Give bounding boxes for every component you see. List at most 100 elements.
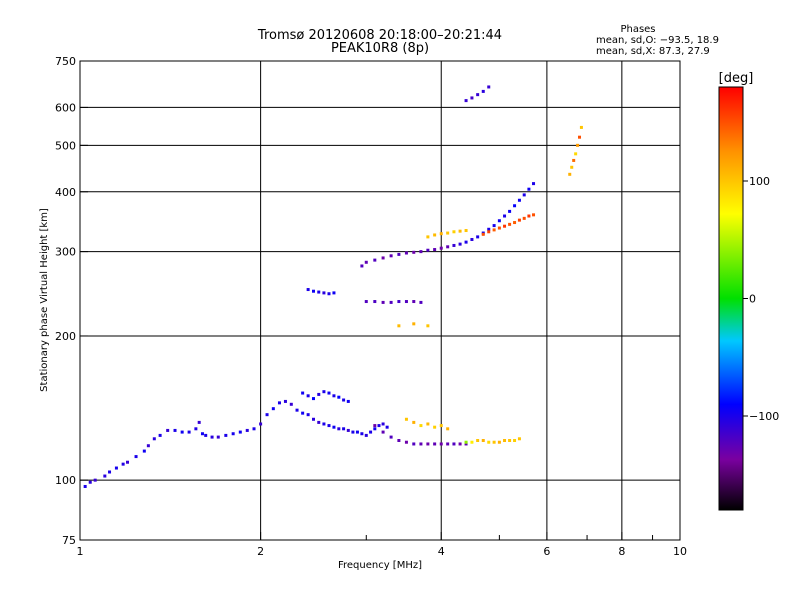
data-point <box>245 428 249 432</box>
data-point <box>126 460 130 464</box>
data-point <box>265 413 269 417</box>
data-point <box>332 291 336 295</box>
data-point <box>419 250 423 254</box>
y-tick-label: 750 <box>55 55 76 68</box>
x-tick-label: 10 <box>673 545 687 558</box>
data-point <box>572 158 576 162</box>
data-point <box>252 427 256 431</box>
data-point <box>470 96 474 100</box>
data-point <box>497 219 501 223</box>
data-point <box>464 442 468 446</box>
data-point <box>568 172 572 176</box>
data-point <box>470 237 474 241</box>
data-point <box>458 229 462 233</box>
data-point <box>224 433 228 437</box>
data-point <box>412 250 416 254</box>
data-point <box>532 182 536 186</box>
data-point <box>576 143 580 147</box>
data-point <box>419 300 423 304</box>
data-point <box>389 435 393 439</box>
data-point <box>342 398 346 402</box>
data-point <box>166 428 170 432</box>
data-point <box>364 300 368 304</box>
data-point <box>317 420 321 424</box>
data-point <box>470 440 474 444</box>
data-point <box>204 433 208 437</box>
colorbar-tick-label: 0 <box>749 293 756 306</box>
x-tick-label: 6 <box>543 545 550 558</box>
data-point <box>503 214 507 218</box>
data-point <box>458 242 462 246</box>
data-point <box>481 89 485 93</box>
data-point <box>295 408 299 412</box>
data-point <box>397 324 401 328</box>
chart-title: Tromsø 20120608 20:18:00–20:21:44 <box>257 28 502 43</box>
y-axis-label: Stationary phase Virtual Height [km] <box>39 208 50 392</box>
data-point <box>476 93 480 97</box>
data-point <box>200 432 204 436</box>
data-point <box>238 430 242 434</box>
data-point <box>497 226 501 230</box>
data-point <box>216 435 220 439</box>
data-point <box>377 424 381 428</box>
data-point <box>464 240 468 244</box>
data-point <box>513 204 517 208</box>
data-point <box>508 222 512 226</box>
colorbar-tick-label: 100 <box>749 175 770 188</box>
data-point <box>332 425 336 429</box>
data-point <box>322 291 326 295</box>
data-point <box>389 254 393 258</box>
data-point <box>381 430 385 434</box>
phase-stats-o: mean, sd,O: −93.5, 18.9 <box>596 35 719 46</box>
data-point <box>152 437 156 441</box>
data-point <box>283 399 287 403</box>
grid-lines <box>79 60 681 541</box>
data-point <box>404 300 408 304</box>
data-point <box>306 394 310 398</box>
data-point <box>134 455 138 459</box>
data-point <box>103 474 107 478</box>
data-point <box>373 258 377 262</box>
data-point <box>180 430 184 434</box>
data-point <box>446 442 450 446</box>
data-point <box>364 433 368 437</box>
data-point <box>522 193 526 197</box>
data-point <box>481 232 485 236</box>
data-point <box>412 442 416 446</box>
data-point <box>289 402 293 406</box>
phases-header: Phases <box>620 24 655 35</box>
data-point <box>158 433 162 437</box>
data-point <box>342 427 346 431</box>
data-point <box>369 430 373 434</box>
chart-subtitle: PEAK10R8 (8p) <box>331 41 429 56</box>
data-point <box>327 424 331 428</box>
data-point <box>433 442 437 446</box>
data-point <box>492 440 496 444</box>
data-point <box>404 417 408 421</box>
data-point <box>397 300 401 304</box>
data-point <box>381 300 385 304</box>
data-point <box>317 290 321 294</box>
data-point <box>532 213 536 217</box>
data-point <box>412 300 416 304</box>
data-point <box>381 256 385 260</box>
data-point <box>426 248 430 252</box>
data-point <box>503 439 507 443</box>
data-point <box>397 439 401 443</box>
data-point <box>173 428 177 432</box>
data-point <box>397 252 401 256</box>
data-point <box>492 228 496 232</box>
data-point <box>433 233 437 237</box>
data-point <box>579 125 583 129</box>
data-point <box>346 428 350 432</box>
data-point <box>426 442 430 446</box>
data-point <box>439 246 443 250</box>
y-tick-label: 300 <box>55 246 76 259</box>
data-point <box>433 425 437 429</box>
data-point <box>439 442 443 446</box>
y-tick-label: 200 <box>55 330 76 343</box>
data-point <box>574 152 578 156</box>
data-point <box>301 391 305 395</box>
y-tick-label: 100 <box>55 474 76 487</box>
data-point <box>142 449 146 453</box>
